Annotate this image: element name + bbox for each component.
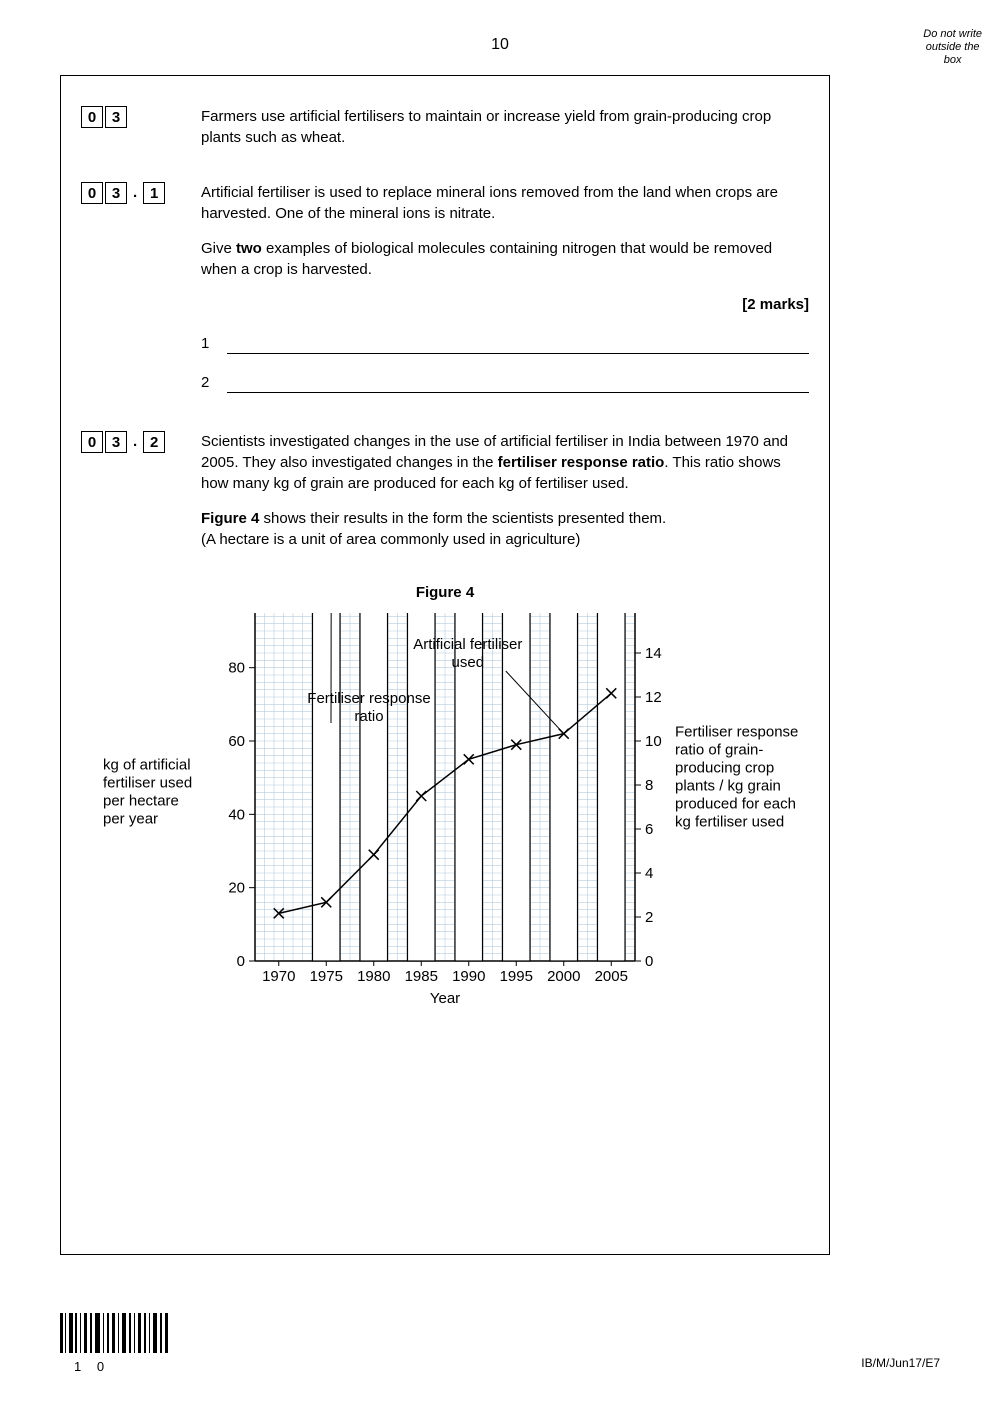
- svg-text:0: 0: [237, 953, 245, 970]
- paragraph: Artificial fertiliser is used to replace…: [201, 182, 809, 224]
- svg-text:1975: 1975: [310, 968, 343, 985]
- qtext-03-2: Scientists investigated changes in the u…: [201, 431, 809, 564]
- paragraph: Figure 4 shows their results in the form…: [201, 508, 809, 529]
- svg-text:per hectare: per hectare: [103, 793, 179, 810]
- barcode-icon: [60, 1313, 170, 1357]
- svg-text:1980: 1980: [357, 968, 390, 985]
- svg-text:ratio: ratio: [354, 708, 383, 725]
- svg-text:ratio of grain-: ratio of grain-: [675, 742, 763, 759]
- qbox: 0: [81, 182, 103, 204]
- svg-text:14: 14: [645, 645, 662, 662]
- chart-svg: 0 20 40 60 80 0 2 4 6 8 10 12 14 1970 1975 1980 1985 1990…: [85, 613, 805, 1043]
- svg-text:1990: 1990: [452, 968, 485, 985]
- svg-text:12: 12: [645, 689, 662, 706]
- question-03-1: 0 3 . 1 Artificial fertiliser is used to…: [81, 182, 809, 411]
- svg-text:10: 10: [645, 733, 662, 750]
- svg-text:2005: 2005: [595, 968, 628, 985]
- paragraph: Scientists investigated changes in the u…: [201, 431, 809, 494]
- svg-text:Fertiliser response: Fertiliser response: [675, 724, 798, 741]
- footer-ref: IB/M/Jun17/E7: [861, 1356, 940, 1370]
- text: shows their results in the form the scie…: [259, 510, 666, 527]
- svg-text:0: 0: [645, 953, 653, 970]
- qdot: .: [129, 431, 141, 453]
- svg-text:used: used: [452, 654, 485, 671]
- svg-text:40: 40: [228, 806, 245, 823]
- qtext-03: Farmers use artificial fertilisers to ma…: [201, 106, 809, 162]
- answer-line-2: 2: [201, 372, 809, 393]
- svg-text:1985: 1985: [405, 968, 438, 985]
- svg-text:produced for each: produced for each: [675, 796, 796, 813]
- footer-barcode: 1 0: [60, 1313, 170, 1374]
- bold-text: fertiliser response ratio: [498, 454, 665, 471]
- svg-text:Fertiliser response: Fertiliser response: [307, 690, 430, 707]
- bold-text: Figure 4: [201, 510, 259, 527]
- figure-4-chart: 0 20 40 60 80 0 2 4 6 8 10 12 14 1970 1975 1980 1985 1990…: [85, 613, 805, 1047]
- svg-text:kg fertiliser used: kg fertiliser used: [675, 814, 784, 831]
- qbox: 3: [105, 106, 127, 128]
- svg-text:8: 8: [645, 777, 653, 794]
- bold-text: two: [236, 240, 262, 257]
- qdot: .: [129, 182, 141, 204]
- figure-title: Figure 4: [81, 584, 809, 601]
- svg-text:20: 20: [228, 880, 245, 897]
- svg-text:per year: per year: [103, 811, 158, 828]
- qnum-03: 0 3: [81, 106, 201, 162]
- answer-blank[interactable]: [227, 336, 809, 354]
- svg-text:fertiliser used: fertiliser used: [103, 775, 192, 792]
- answer-line-1: 1: [201, 333, 809, 354]
- question-03-2: 0 3 . 2 Scientists investigated changes …: [81, 431, 809, 564]
- qbox: 3: [105, 431, 127, 453]
- qbox: 0: [81, 431, 103, 453]
- svg-text:1970: 1970: [262, 968, 295, 985]
- qbox: 3: [105, 182, 127, 204]
- qbox: 0: [81, 106, 103, 128]
- answer-blank[interactable]: [227, 375, 809, 393]
- svg-text:4: 4: [645, 865, 653, 882]
- svg-text:60: 60: [228, 733, 245, 750]
- svg-text:2: 2: [645, 909, 653, 926]
- question-03: 0 3 Farmers use artificial fertilisers t…: [81, 106, 809, 162]
- margin-note: Do not write outside the box: [923, 28, 982, 68]
- answer-number: 1: [201, 333, 219, 354]
- svg-text:80: 80: [228, 660, 245, 677]
- paragraph: Give two examples of biological molecule…: [201, 238, 809, 280]
- text: Give: [201, 240, 236, 257]
- svg-text:Artificial fertiliser: Artificial fertiliser: [413, 636, 522, 653]
- qtext-03-1: Artificial fertiliser is used to replace…: [201, 182, 809, 411]
- paragraph: Farmers use artificial fertilisers to ma…: [201, 106, 809, 148]
- barcode-label: 1 0: [74, 1359, 170, 1374]
- content-box: 0 3 Farmers use artificial fertilisers t…: [60, 75, 830, 1255]
- svg-text:Year: Year: [430, 990, 460, 1007]
- svg-text:6: 6: [645, 821, 653, 838]
- answer-number: 2: [201, 372, 219, 393]
- page-number: 10: [0, 36, 1000, 54]
- text: examples of biological molecules contain…: [201, 240, 772, 278]
- svg-text:plants / kg grain: plants / kg grain: [675, 778, 781, 795]
- svg-text:producing crop: producing crop: [675, 760, 774, 777]
- paragraph: (A hectare is a unit of area commonly us…: [201, 529, 809, 550]
- svg-text:2000: 2000: [547, 968, 580, 985]
- qnum-03-2: 0 3 . 2: [81, 431, 201, 564]
- chart-container: 0 20 40 60 80 0 2 4 6 8 10 12 14 1970 1975 1980 1985 1990…: [81, 613, 809, 1047]
- svg-text:1995: 1995: [500, 968, 533, 985]
- qbox: 1: [143, 182, 165, 204]
- qbox: 2: [143, 431, 165, 453]
- qnum-03-1: 0 3 . 1: [81, 182, 201, 411]
- marks-label: [2 marks]: [201, 294, 809, 315]
- svg-text:kg of artificial: kg of artificial: [103, 757, 191, 774]
